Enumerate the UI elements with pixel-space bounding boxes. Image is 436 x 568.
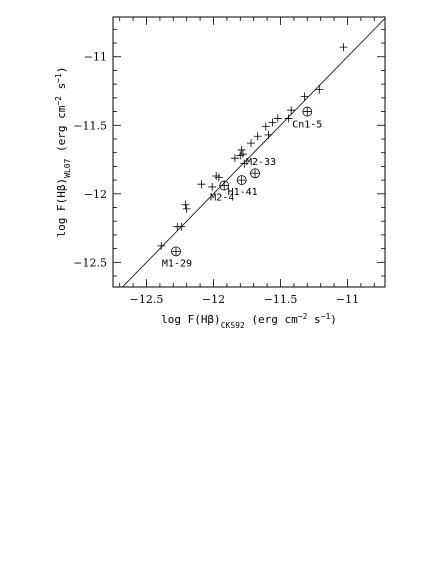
x-axis-label: log F(Hβ)CKS92 (erg cm−2 s−1) <box>161 312 337 330</box>
y-axis-label: log F(Hβ)WL07 (erg cm−2 s−1) <box>54 66 72 237</box>
identity-line <box>122 18 386 288</box>
point <box>261 122 270 131</box>
point <box>268 118 277 127</box>
y-axis-label-part: −1 <box>54 73 63 83</box>
x-axis-label-part: log F(Hβ) <box>161 313 221 326</box>
x-tick-label: −11 <box>336 293 359 306</box>
point <box>240 159 249 168</box>
x-axis-label-part: ) <box>330 313 337 326</box>
point <box>214 173 223 182</box>
point <box>300 92 309 101</box>
point <box>284 114 293 123</box>
x-axis-label-part: −2 <box>298 312 308 321</box>
point <box>177 222 186 231</box>
point <box>230 154 239 163</box>
y-tick-label: −11.5 <box>73 119 107 132</box>
labeled-point <box>236 175 247 185</box>
x-tick-label: −12.5 <box>130 293 164 306</box>
point <box>182 204 191 213</box>
point <box>181 200 190 209</box>
point <box>238 150 247 159</box>
point-label: Cn1-5 <box>292 120 322 131</box>
point <box>220 181 229 190</box>
point-circle <box>302 106 313 117</box>
y-tick-label: −12 <box>84 188 107 201</box>
point-circle <box>236 175 247 185</box>
point-label: M2-4 <box>210 193 234 204</box>
y-tick-label: −12.5 <box>73 256 107 269</box>
x-axis-label-part: CKS92 <box>221 321 245 330</box>
point-circle <box>250 168 260 179</box>
y-axis-label-part: (erg cm <box>55 105 68 158</box>
point <box>339 43 348 52</box>
point <box>237 145 246 154</box>
point-circle <box>219 180 230 191</box>
point <box>253 132 262 141</box>
point <box>171 247 180 256</box>
y-axis-label-part: WL07 <box>63 158 72 177</box>
y-tick-label: −11 <box>84 51 107 64</box>
point <box>264 130 273 139</box>
point <box>247 139 256 148</box>
point-label: H1-41 <box>228 187 258 198</box>
plot-frame <box>112 16 386 288</box>
point-label: M1-29 <box>162 258 192 269</box>
y-axis-label-part: log F(Hβ) <box>55 178 68 238</box>
point <box>208 182 217 191</box>
point <box>303 107 312 116</box>
labeled-point <box>219 180 230 191</box>
point <box>273 114 282 123</box>
x-axis-label-part: s <box>307 313 320 326</box>
x-tick-label: −11.5 <box>264 293 298 306</box>
x-axis-label-part: −1 <box>321 312 331 321</box>
point-circle <box>171 246 181 257</box>
x-axis-label-part: (erg cm <box>245 313 298 326</box>
point <box>251 169 260 178</box>
x-tick-label: −12 <box>202 293 225 306</box>
point <box>287 106 296 115</box>
y-axis-label-part: −2 <box>54 96 63 106</box>
point <box>197 180 206 189</box>
point-label: M2-33 <box>246 157 276 168</box>
y-axis-label-part: s <box>55 83 68 96</box>
y-axis-label-part: ) <box>55 66 68 73</box>
point <box>157 241 166 250</box>
point <box>315 85 324 94</box>
labeled-point <box>250 168 260 179</box>
labeled-point <box>302 106 313 117</box>
labeled-point <box>171 246 181 257</box>
point <box>237 176 246 185</box>
